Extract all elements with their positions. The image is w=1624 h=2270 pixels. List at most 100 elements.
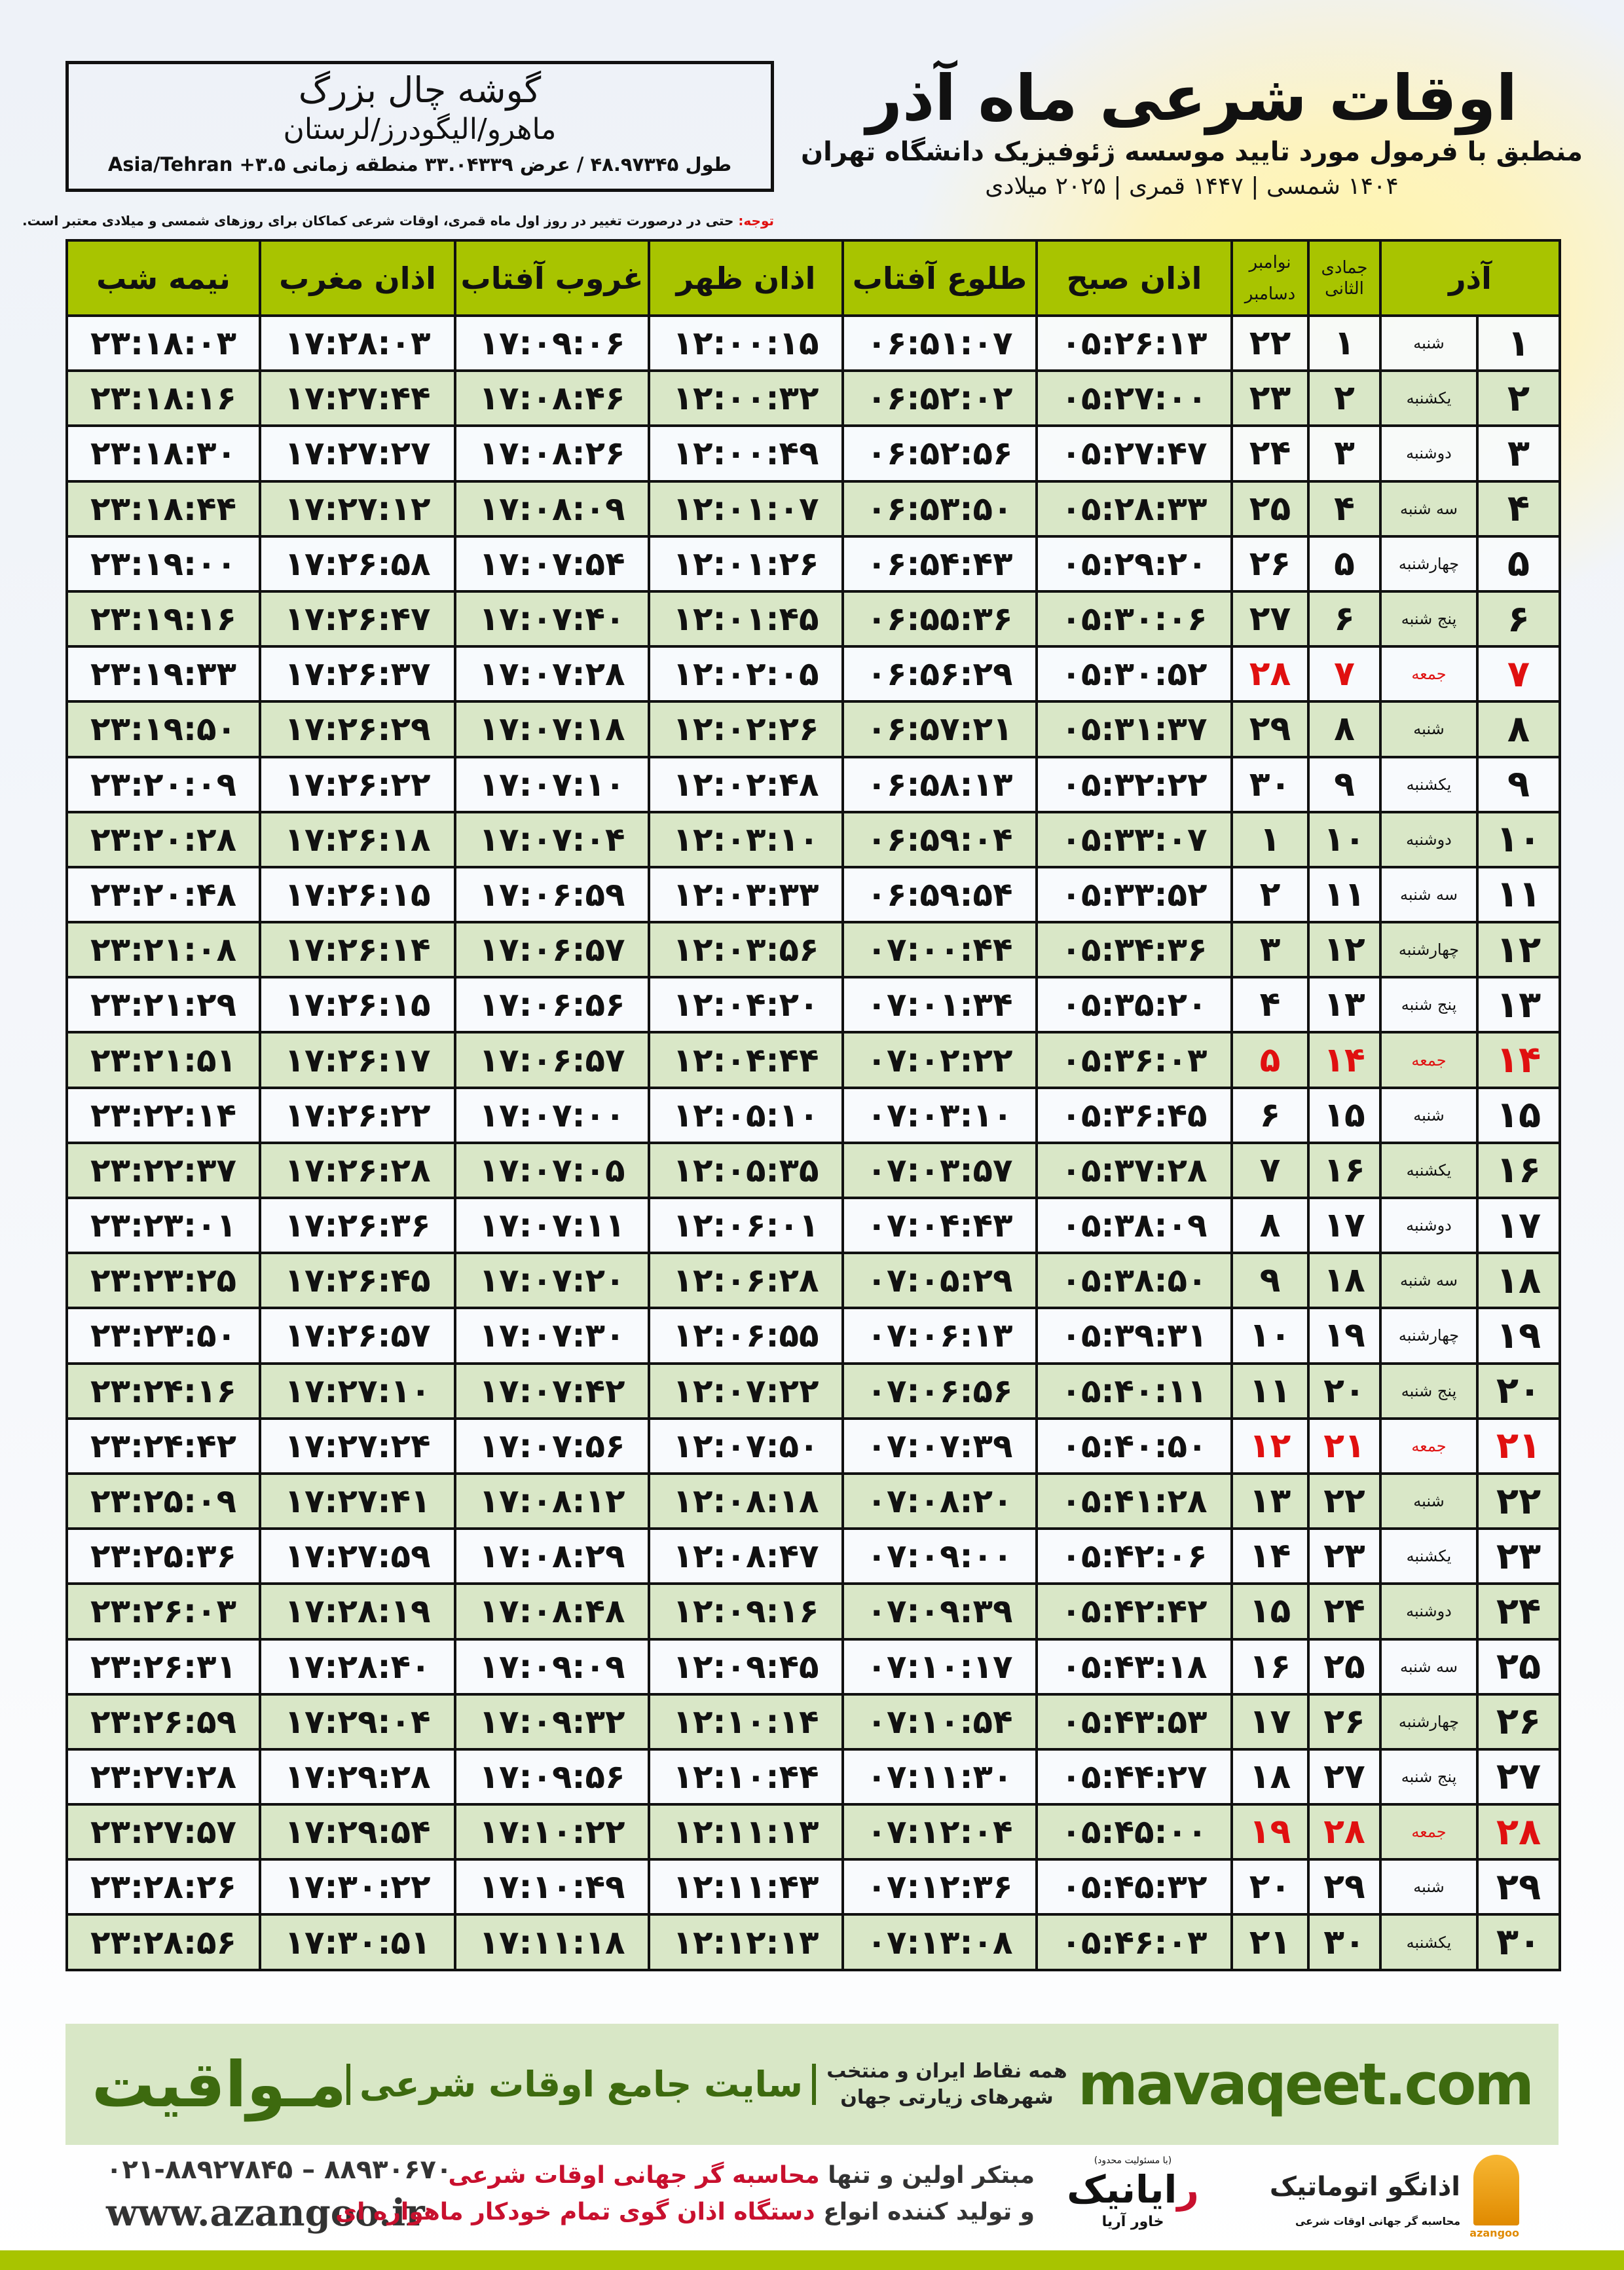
sunset-time: ۱۷:۰۶:۵۶ [454, 976, 650, 1034]
maghrib-time: ۱۷:۲۶:۳۶ [259, 1196, 456, 1255]
sunrise-time: ۰۷:۰۳:۵۷ [841, 1141, 1038, 1200]
table-row: ۸ شنبه ۸ ۲۹ ۰۵:۳۱:۳۷ ۰۶:۵۷:۲۱ ۱۲:۰۲:۲۶ ۱۷:۰۷:۱۸… [65, 700, 1562, 758]
weekday: یکشنبه [1378, 1141, 1479, 1200]
sunset-time: ۱۷:۰۷:۰۵ [454, 1141, 650, 1200]
table-row: ۳۰ یکشنبه ۳۰ ۲۱ ۰۵:۴۶:۰۳ ۰۷:۱۳:۰۸ ۱۲:۱۲:۱۳ ۱۷:۱… [65, 1913, 1562, 1971]
midnight-time: ۲۳:۲۱:۲۹ [65, 976, 261, 1034]
day-number: ۱ [1476, 314, 1562, 373]
midnight-time: ۲۳:۲۱:۰۸ [65, 921, 261, 979]
sunrise-time: ۰۶:۵۴:۴۳ [841, 534, 1038, 593]
hijri-day: ۲۵ [1307, 1637, 1382, 1696]
table-row: ۱۰ دوشنبه ۱۰ ۱ ۰۵:۳۳:۰۷ ۰۶:۵۹:۰۴ ۱۲:۰۳:۱۰ ۱۷:۰۷… [65, 810, 1562, 868]
fajr-time: ۰۵:۴۶:۰۳ [1035, 1913, 1233, 1971]
rayanik-r: ر [1177, 2167, 1199, 2212]
table-row: ۲ یکشنبه ۲ ۲۳ ۰۵:۲۷:۰۰ ۰۶:۵۲:۰۲ ۱۲:۰۰:۳۲ ۱۷:۰۸:… [65, 369, 1562, 428]
maghrib-time: ۱۷:۲۶:۴۵ [259, 1252, 456, 1310]
fajr-time: ۰۵:۳۶:۴۵ [1035, 1086, 1233, 1144]
table-row: ۲۶ چهارشنبه ۲۶ ۱۷ ۰۵:۴۳:۵۳ ۰۷:۱۰:۵۴ ۱۲:۱۰:۱۴ ۱۷… [65, 1692, 1562, 1751]
header-month: آذر [1378, 239, 1562, 317]
sunset-time: ۱۷:۰۷:۰۴ [454, 810, 650, 868]
gregorian-day: ۲۵ [1230, 479, 1310, 538]
gregorian-day: ۳ [1230, 921, 1310, 979]
day-number: ۲۶ [1476, 1692, 1562, 1751]
sunrise-time: ۰۷:۰۳:۱۰ [841, 1086, 1038, 1144]
hijri-day: ۳ [1307, 424, 1382, 483]
table-row: ۲۱ جمعه ۲۱ ۱۲ ۰۵:۴۰:۵۰ ۰۷:۰۷:۳۹ ۱۲:۰۷:۵۰ ۱۷:۰۷:… [65, 1417, 1562, 1475]
mavaqeet-logo: مـواقیت [92, 2047, 347, 2121]
gregorian-day: ۱۴ [1230, 1527, 1310, 1586]
mavaqeet-site[interactable]: mavaqeet.com [1078, 2051, 1534, 2118]
mavaqeet-banner: mavaqeet.com همه نقاط ایران و منتخب شهره… [65, 2024, 1559, 2145]
fajr-time: ۰۵:۳۹:۳۱ [1035, 1307, 1233, 1365]
hijri-day: ۱۰ [1307, 810, 1382, 868]
hijri-day: ۱۷ [1307, 1196, 1382, 1255]
hijri-day: ۲۱ [1307, 1417, 1382, 1475]
maghrib-time: ۱۷:۲۹:۲۸ [259, 1747, 456, 1806]
table-row: ۶ پنج شنبه ۶ ۲۷ ۰۵:۳۰:۰۶ ۰۶:۵۵:۳۶ ۱۲:۰۱:۴۵ ۱۷:۰… [65, 589, 1562, 648]
hijri-day: ۱۲ [1307, 921, 1382, 979]
note: توجه: حتی در درصورت تغییر در روز اول ماه… [22, 213, 774, 229]
weekday: دوشنبه [1378, 424, 1479, 483]
weekday: جمعه [1378, 645, 1479, 703]
maghrib-time: ۱۷:۲۷:۱۲ [259, 479, 456, 538]
sunset-time: ۱۷:۰۷:۵۴ [454, 534, 650, 593]
midnight-time: ۲۳:۲۶:۳۱ [65, 1637, 261, 1696]
sunset-time: ۱۷:۰۷:۱۸ [454, 700, 650, 758]
maghrib-time: ۱۷:۲۷:۵۹ [259, 1527, 456, 1586]
dhuhr-time: ۱۲:۱۱:۱۳ [648, 1803, 844, 1861]
table-row: ۲۸ جمعه ۲۸ ۱۹ ۰۵:۴۵:۰۰ ۰۷:۱۲:۰۴ ۱۲:۱۱:۱۳ ۱۷:۱۰:… [65, 1803, 1562, 1861]
weekday: چهارشنبه [1378, 534, 1479, 593]
gregorian-day: ۲۰ [1230, 1858, 1310, 1916]
hijri-day: ۸ [1307, 700, 1382, 758]
hijri-day: ۹ [1307, 755, 1382, 813]
sunrise-time: ۰۶:۵۷:۲۱ [841, 700, 1038, 758]
midnight-time: ۲۳:۱۹:۵۰ [65, 700, 261, 758]
sunset-time: ۱۷:۰۷:۳۰ [454, 1307, 650, 1365]
header-fajr: اذان صبح [1035, 239, 1233, 317]
gregorian-day: ۶ [1230, 1086, 1310, 1144]
page-title: اوقات شرعی ماه آذر [866, 62, 1518, 135]
day-number: ۲۵ [1476, 1637, 1562, 1696]
header-greg-top: نوامبر [1249, 252, 1291, 272]
weekday: یکشنبه [1378, 755, 1479, 813]
dhuhr-time: ۱۲:۰۵:۱۰ [648, 1086, 844, 1144]
gregorian-day: ۱۰ [1230, 1307, 1310, 1365]
table-row: ۴ سه شنبه ۴ ۲۵ ۰۵:۲۸:۳۳ ۰۶:۵۳:۵۰ ۱۲:۰۱:۰۷ ۱۷:۰۸… [65, 479, 1562, 538]
fajr-time: ۰۵:۴۵:۳۲ [1035, 1858, 1233, 1916]
hijri-day: ۷ [1307, 645, 1382, 703]
maghrib-time: ۱۷:۲۶:۱۸ [259, 810, 456, 868]
fajr-time: ۰۵:۳۲:۲۲ [1035, 755, 1233, 813]
midnight-time: ۲۳:۲۵:۰۹ [65, 1472, 261, 1531]
sunset-time: ۱۷:۰۹:۰۶ [454, 314, 650, 373]
sunrise-time: ۰۷:۱۲:۳۶ [841, 1858, 1038, 1916]
header-greg-bottom: دسامبر [1244, 284, 1296, 304]
gregorian-day: ۱۳ [1230, 1472, 1310, 1531]
weekday: شنبه [1378, 314, 1479, 373]
table-row: ۳ دوشنبه ۳ ۲۴ ۰۵:۲۷:۴۷ ۰۶:۵۲:۵۶ ۱۲:۰۰:۴۹ ۱۷:۰۸:… [65, 424, 1562, 483]
sunset-time: ۱۷:۰۸:۴۶ [454, 369, 650, 428]
gregorian-day: ۲۹ [1230, 700, 1310, 758]
hijri-day: ۱۹ [1307, 1307, 1382, 1365]
midnight-time: ۲۳:۲۳:۵۰ [65, 1307, 261, 1365]
sunrise-time: ۰۷:۰۹:۳۹ [841, 1582, 1038, 1641]
azangoo-logo: اذانگو اتوماتیک محاسبه گر جهانی اوقات شر… [1231, 2155, 1519, 2240]
page-subtitle: منطبق با فرمول مورد تایید موسسه ژئوفیزیک… [800, 137, 1583, 167]
rayanik-note: (با مسئولیت محدود) [1094, 2155, 1172, 2166]
rayanik-name: ایانیک [1067, 2167, 1177, 2212]
sunrise-time: ۰۶:۵۳:۵۰ [841, 479, 1038, 538]
dhuhr-time: ۱۲:۰۶:۰۱ [648, 1196, 844, 1255]
footer-website[interactable]: www.azangoo.ir [106, 2191, 425, 2235]
sunset-time: ۱۷:۰۷:۲۸ [454, 645, 650, 703]
day-number: ۱۹ [1476, 1307, 1562, 1365]
maghrib-time: ۱۷:۲۶:۲۲ [259, 755, 456, 813]
mavaqeet-tagline: همه نقاط ایران و منتخب شهرهای زیارتی جها… [826, 2059, 1067, 2109]
table-row: ۱۷ دوشنبه ۱۷ ۸ ۰۵:۳۸:۰۹ ۰۷:۰۴:۴۳ ۱۲:۰۶:۰۱ ۱۷:۰۷… [65, 1196, 1562, 1255]
fajr-time: ۰۵:۳۵:۲۰ [1035, 976, 1233, 1034]
maghrib-time: ۱۷:۳۰:۲۲ [259, 1858, 456, 1916]
fajr-time: ۰۵:۲۹:۲۰ [1035, 534, 1233, 593]
midnight-time: ۲۳:۱۸:۳۰ [65, 424, 261, 483]
hijri-day: ۲۴ [1307, 1582, 1382, 1641]
day-number: ۲۱ [1476, 1417, 1562, 1475]
day-number: ۵ [1476, 534, 1562, 593]
day-number: ۲۸ [1476, 1803, 1562, 1861]
